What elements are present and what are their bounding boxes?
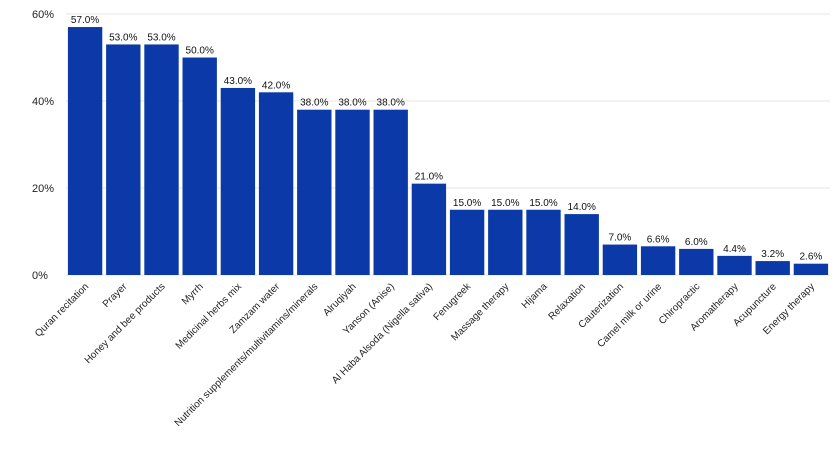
bar [411, 183, 447, 275]
category-label: Myrrh [180, 281, 206, 307]
bar [679, 248, 714, 275]
bar-value-label: 53.0% [147, 32, 175, 43]
bar [793, 263, 829, 275]
bar-value-label: 6.6% [647, 234, 670, 245]
bar [526, 209, 561, 275]
bar-value-label: 43.0% [224, 76, 252, 87]
bar-value-label: 57.0% [71, 15, 99, 26]
bar-value-label: 21.0% [415, 172, 443, 183]
bar-value-label: 42.0% [262, 80, 290, 91]
bar [67, 27, 103, 275]
y-axis: 0% 20% 40% 60% [32, 9, 54, 282]
bar [373, 109, 408, 275]
bar-value-label: 2.6% [800, 252, 823, 263]
bar-value-label: 50.0% [186, 46, 214, 57]
bar [602, 244, 638, 275]
bar-value-label: 38.0% [300, 98, 328, 109]
y-tick-label: 60% [32, 9, 54, 21]
bar-value-label: 15.0% [453, 198, 481, 209]
bar [488, 209, 523, 275]
bar-value-label: 38.0% [338, 98, 366, 109]
y-tick-label: 40% [32, 96, 54, 108]
y-tick-label: 0% [32, 270, 48, 282]
bar [564, 214, 599, 275]
category-label: Relaxation [547, 281, 588, 322]
bar [335, 109, 370, 275]
bar-value-label: 15.0% [529, 198, 557, 209]
category-label: Camel milk or urine [596, 281, 665, 350]
category-label: Prayer [101, 281, 130, 310]
bar-value-label: 14.0% [568, 202, 596, 213]
gridlines [66, 13, 830, 276]
category-label: Nutrition supplements/multivitamins/mine… [173, 281, 321, 429]
bar [717, 255, 752, 275]
category-label: Honey and bee products [83, 281, 168, 366]
category-label: Alruqiyah [321, 281, 358, 318]
bar [144, 44, 179, 276]
bar-value-label: 53.0% [109, 32, 137, 43]
bar-value-label: 15.0% [491, 198, 519, 209]
bar [297, 109, 332, 275]
bar [755, 261, 790, 275]
bar [258, 92, 294, 275]
bar-value-label: 4.4% [723, 244, 746, 255]
value-labels: 57.0% 53.0% 53.0% 50.0% 43.0% 42.0% 38.0% 38.0%… [71, 15, 822, 263]
bar [640, 246, 676, 275]
y-tick-label: 20% [32, 183, 54, 195]
category-label: Hijama [520, 281, 550, 311]
bar [182, 57, 217, 275]
bar [449, 209, 485, 275]
bar [106, 44, 141, 276]
bar-value-label: 7.0% [609, 233, 632, 244]
bar [220, 87, 256, 275]
bars [67, 27, 829, 276]
bar-value-label: 6.0% [685, 237, 708, 248]
category-label: Medicinal herbs mix [174, 281, 244, 351]
bar-value-label: 3.2% [761, 249, 784, 260]
bar-value-label: 38.0% [377, 98, 405, 109]
category-label: Quran recitation [33, 281, 91, 339]
